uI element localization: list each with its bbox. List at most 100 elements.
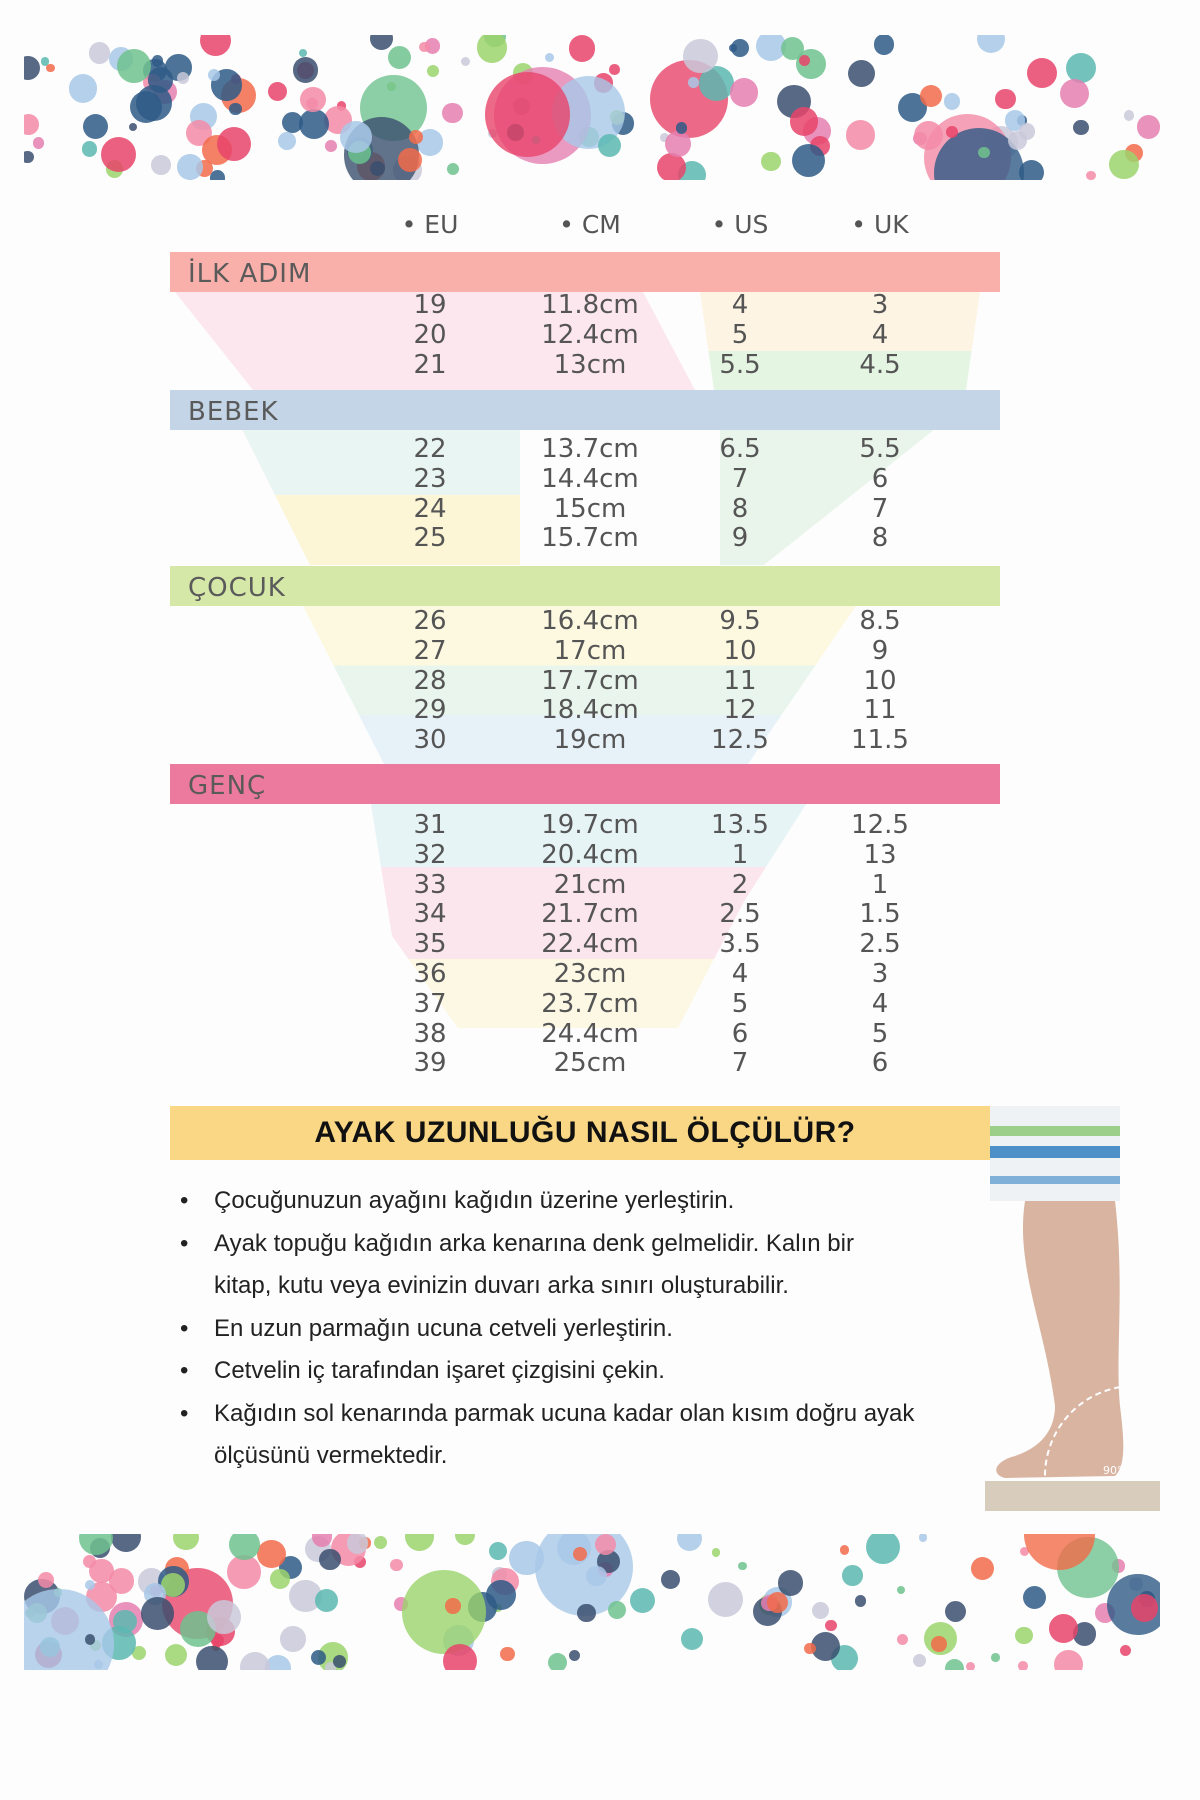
bubble (298, 48, 307, 57)
cell-uk: 12.5 (851, 810, 909, 840)
bubble (340, 121, 372, 153)
bubble (141, 1597, 174, 1630)
cell-us: 12.5 (711, 725, 769, 756)
bubble (1049, 1614, 1078, 1643)
cell-us: 5.5 (719, 349, 761, 380)
bubble (128, 123, 137, 132)
bubble (147, 67, 173, 93)
bubble (1007, 130, 1027, 150)
bubble (845, 120, 876, 151)
group-band: GENÇ (170, 764, 1000, 804)
bubble (865, 1534, 901, 1565)
bubble (944, 1601, 967, 1623)
bubble (854, 1595, 867, 1607)
bubble (108, 1568, 134, 1594)
bubble (660, 132, 669, 142)
child-foot-photo: 90° (805, 1106, 1165, 1516)
cell-uk: 13 (863, 839, 897, 870)
bubble (608, 1600, 627, 1619)
size-row: 25 15.7cm 9 8 (0, 523, 1200, 553)
cell-cm: 25cm (553, 1048, 627, 1079)
howto-step: En uzun parmağın ucuna cetveli yerleştir… (180, 1308, 920, 1351)
cell-us: 10 (723, 635, 757, 666)
bubble (68, 74, 97, 103)
bubble (46, 63, 55, 73)
column-header-eu: • EU (401, 210, 459, 239)
cell-uk: 4 (871, 319, 889, 350)
howto-step: Ayak topuğu kağıdın arka kenarına denk g… (180, 1223, 894, 1308)
cell-cm: 21cm (553, 869, 627, 900)
bubble (454, 1534, 476, 1546)
cell-us: 7 (731, 1048, 749, 1079)
bubble (489, 1541, 508, 1560)
size-row: 23 14.4cm 7 6 (0, 464, 1200, 494)
bubble (370, 35, 394, 50)
bubble (93, 1659, 103, 1669)
cell-eu: 19 (413, 290, 447, 320)
bubble (970, 1556, 994, 1580)
cell-cm: 13.7cm (541, 434, 639, 464)
bubble (173, 1534, 199, 1551)
cell-eu: 36 (413, 959, 447, 989)
bubble (211, 1633, 225, 1647)
cell-us: 13.5 (711, 810, 769, 840)
bubble (873, 35, 895, 56)
cell-us: 9.5 (719, 606, 761, 636)
bubble (40, 57, 49, 66)
size-row: 34 21.7cm 2.5 1.5 (0, 899, 1200, 929)
cell-cm: 19cm (553, 725, 627, 756)
decorative-bubbles-top (24, 35, 1160, 180)
cell-eu: 24 (413, 493, 447, 524)
bubble (991, 1653, 1000, 1662)
bubble (270, 1569, 290, 1589)
cell-eu: 30 (413, 725, 447, 756)
cell-eu: 27 (413, 635, 447, 666)
bubble (116, 48, 151, 83)
bubble (995, 88, 1016, 110)
bubble (131, 1645, 147, 1660)
cell-cm: 13cm (553, 349, 627, 380)
bubble (919, 84, 943, 107)
cell-us: 2.5 (719, 899, 761, 930)
cell-cm: 24.4cm (541, 1018, 639, 1049)
bubble (1027, 58, 1058, 89)
bubble (110, 1534, 142, 1553)
bubble (442, 103, 463, 124)
bubble (597, 133, 622, 158)
size-row: 35 22.4cm 3.5 2.5 (0, 929, 1200, 959)
bubble (676, 122, 688, 134)
bubble (755, 35, 786, 62)
bubble (278, 132, 297, 151)
group-band: BEBEK (170, 390, 1000, 430)
bubble (32, 137, 45, 150)
bubble (792, 144, 826, 178)
cell-cm: 23cm (553, 959, 627, 989)
bubble (1086, 170, 1096, 180)
bubble (164, 1644, 187, 1667)
group-band: İLK ADIM (170, 252, 1000, 292)
cell-cm: 12.4cm (541, 319, 639, 350)
cell-cm: 21.7cm (541, 899, 639, 930)
bubble (443, 1644, 478, 1670)
bubble (229, 102, 242, 116)
cell-eu: 23 (413, 463, 447, 494)
size-row: 39 25cm 7 6 (0, 1048, 1200, 1078)
bubble (708, 1581, 744, 1617)
bubble (609, 64, 620, 75)
bubble (315, 1588, 338, 1612)
bubble (346, 1534, 369, 1554)
bubble (568, 35, 596, 62)
bubble (324, 1662, 337, 1670)
size-row: 30 19cm 12.5 11.5 (0, 725, 1200, 755)
bubble (447, 162, 460, 175)
bubble (711, 1548, 721, 1558)
bubble (731, 39, 750, 58)
bubble (919, 1534, 928, 1542)
size-row: 21 13cm 5.5 4.5 (0, 350, 1200, 380)
size-row: 38 24.4cm 6 5 (0, 1019, 1200, 1049)
size-row: 31 19.7cm 13.5 12.5 (0, 810, 1200, 840)
size-row: 20 12.4cm 5 4 (0, 320, 1200, 350)
angle-label: 90° (1103, 1464, 1123, 1477)
cell-us: 11 (723, 665, 757, 696)
column-header-us: • US (711, 210, 769, 239)
